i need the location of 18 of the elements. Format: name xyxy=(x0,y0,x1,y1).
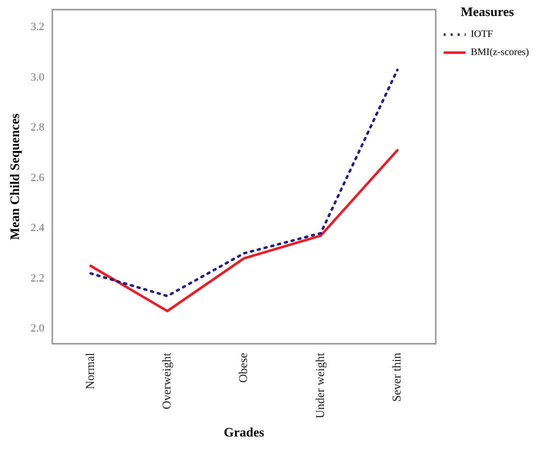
x-tick-label: Obese xyxy=(236,352,250,383)
y-tick-label: 2.4 xyxy=(30,222,45,234)
y-tick-label: 3.0 xyxy=(30,71,45,84)
legend-title: Measures xyxy=(460,4,514,19)
legend-label: IOTF xyxy=(470,29,494,40)
x-tick-label: Overweight xyxy=(160,352,174,410)
y-tick-label: 2.2 xyxy=(30,272,44,284)
y-tick-label: 2.0 xyxy=(30,322,45,335)
x-tick-label: Normal xyxy=(82,352,97,390)
x-tick-label: Sever thin xyxy=(390,352,404,402)
legend-label: BMI(z-scores) xyxy=(470,47,529,58)
x-axis-title: Grades xyxy=(224,424,264,440)
x-tick-label: Under weight xyxy=(312,352,327,418)
y-axis-title: Mean Child Sequences xyxy=(7,113,22,240)
y-tick-label: 3.2 xyxy=(30,21,44,34)
y-tick-label: 2.8 xyxy=(30,122,45,134)
line-series xyxy=(89,68,399,298)
y-tick-label: 2.6 xyxy=(30,172,45,184)
